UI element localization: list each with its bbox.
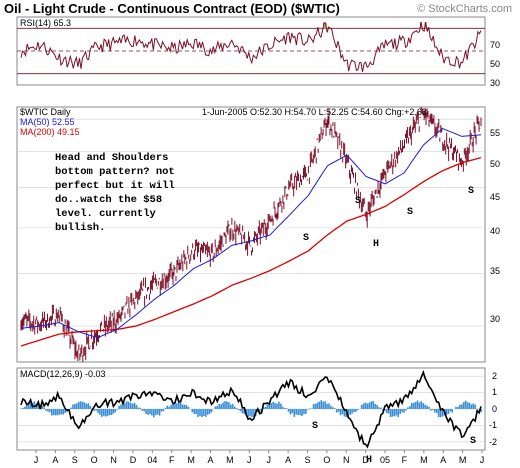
x-tick-label: J [34,455,39,465]
x-tick-label: A [440,455,446,465]
x-axis: J A S O N D 04 F M A M J J A S O N D 05 F M A M J [34,450,485,465]
x-tick-label: 05 [380,455,390,465]
x-tick-label: D [130,455,137,465]
rsi-tick-30: 30 [490,78,500,88]
mark-left-shoulder-2: S [355,196,361,207]
price-panel: $WTIC Daily MA(50) 52.55 MA(200) 49.15 1… [16,106,500,363]
price-tick-40: 40 [490,226,500,236]
macd-tick-1: 1 [492,387,497,397]
rsi-panel: RSI(14) 65.3 70 50 30 [16,16,500,88]
macd-mark-head: H [366,455,372,466]
x-tick-label: 04 [147,455,157,465]
macd-tick-neg2: -2 [489,437,497,447]
macd-tick-0: 0 [492,404,497,414]
mark-right-shoulder-2: S [468,186,474,197]
annotation-line-6: bullish. [55,222,105,234]
price-bars [20,106,482,363]
mark-head: H [373,239,379,250]
x-tick-label: M [187,455,195,465]
rsi-label: RSI(14) 65.3 [20,18,71,28]
macd-gridlines [17,375,485,443]
macd-panel: MACD(12,26,9) -0.03 2 1 0 -1 -2 S H S [16,367,497,466]
price-tick-35: 35 [490,266,500,276]
rsi-tick-50: 50 [490,59,500,69]
annotation-line-1: Head and Shoulders [55,152,168,164]
price-tick-55: 55 [490,128,500,138]
x-tick-label: O [91,455,98,465]
x-tick-label: M [459,455,467,465]
ohlc-readout: 1-Jun-2005 O:52.30 H:54.70 L:52.25 C:54.… [202,107,427,117]
price-tick-45: 45 [490,192,500,202]
x-tick-label: J [266,455,271,465]
x-tick-label: A [208,455,214,465]
annotation-line-4: do..watch the $58 [55,194,162,206]
annotation-line-2: bottom pattern? not [55,166,175,178]
x-tick-label: N [343,455,350,465]
x-tick-label: J [480,455,485,465]
price-frame [16,106,486,363]
x-tick-label: O [323,455,330,465]
x-tick-label: M [226,455,234,465]
macd-tick-2: 2 [492,371,497,381]
x-tick-label: N [110,455,117,465]
x-tick-label: S [72,455,78,465]
rsi-tick-70: 70 [490,40,500,50]
price-tick-50: 50 [490,159,500,169]
macd-label: MACD(12,26,9) -0.03 [20,369,106,379]
chart-title: Oil - Light Crude - Continuous Contract … [4,1,340,16]
x-tick-label: J [247,455,252,465]
ticker-label: $WTIC Daily [20,107,71,117]
x-tick-label: S [304,455,310,465]
x-tick-label: A [285,455,291,465]
watermark: © StockCharts.com [417,3,512,15]
ma200-line [20,156,482,347]
annotation-line-3: perfect but it will [55,180,175,192]
ma50-line [20,128,482,339]
rsi-line [20,22,482,72]
rsi-gridlines [17,27,485,75]
x-tick-label: D [362,455,369,465]
ma200-label: MA(200) 49.15 [20,127,80,137]
annotation-line-5: level. currently [55,208,157,220]
price-tick-30: 30 [490,314,500,324]
x-tick-label: M [420,455,428,465]
ma50-label: MA(50) 52.55 [20,117,75,127]
mark-right-shoulder-1: S [407,207,413,218]
x-tick-label: A [52,455,58,465]
macd-tick-neg1: -1 [489,420,497,430]
mark-left-shoulder-1: S [303,233,309,244]
macd-mark-shoulder-right: S [470,436,476,447]
price-gridlines [17,118,485,327]
x-tick-label: F [169,455,175,465]
annotation-text: Head and Shoulders bottom pattern? not p… [55,152,175,234]
macd-line [20,369,482,449]
x-tick-label: F [402,455,408,465]
macd-mark-shoulder-left: S [312,421,318,432]
macd-histogram [20,400,482,418]
